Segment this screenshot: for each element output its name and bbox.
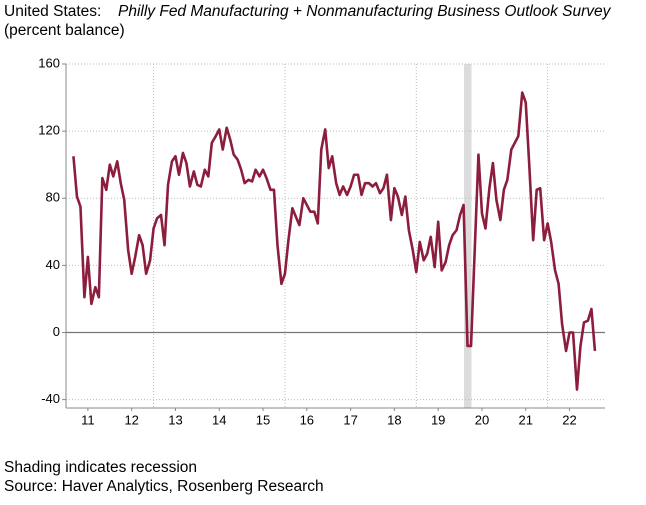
y-tick-label: 40 (46, 257, 60, 272)
chart-title: United States: (4, 3, 101, 20)
source: Source: Haver Analytics, Rosenberg Resea… (4, 478, 324, 495)
x-tick-label: 16 (300, 412, 314, 427)
recession-band (464, 64, 472, 408)
x-tick-label: 21 (519, 412, 533, 427)
x-tick-label: 13 (168, 412, 182, 427)
y-tick-label: 120 (38, 123, 60, 138)
x-tick-label: 15 (256, 412, 270, 427)
x-tick-label: 14 (212, 412, 226, 427)
data-line (72, 91, 597, 391)
y-tick-label: 0 (53, 324, 60, 339)
chart-title-italic: Philly Fed Manufacturing + Nonmanufactur… (118, 3, 612, 20)
x-tick-label: 22 (562, 412, 576, 427)
y-tick-label: 80 (46, 190, 60, 205)
chart-subtitle: (percent balance) (4, 22, 125, 39)
x-tick-label: 20 (475, 412, 489, 427)
x-tick-label: 19 (431, 412, 445, 427)
y-tick-label: 160 (38, 55, 60, 70)
note: Shading indicates recession (4, 459, 197, 476)
x-tick-label: 17 (343, 412, 357, 427)
y-tick-label: -40 (41, 391, 60, 406)
x-tick-label: 12 (124, 412, 138, 427)
x-tick-label: 18 (387, 412, 401, 427)
x-tick-label: 11 (81, 412, 95, 427)
